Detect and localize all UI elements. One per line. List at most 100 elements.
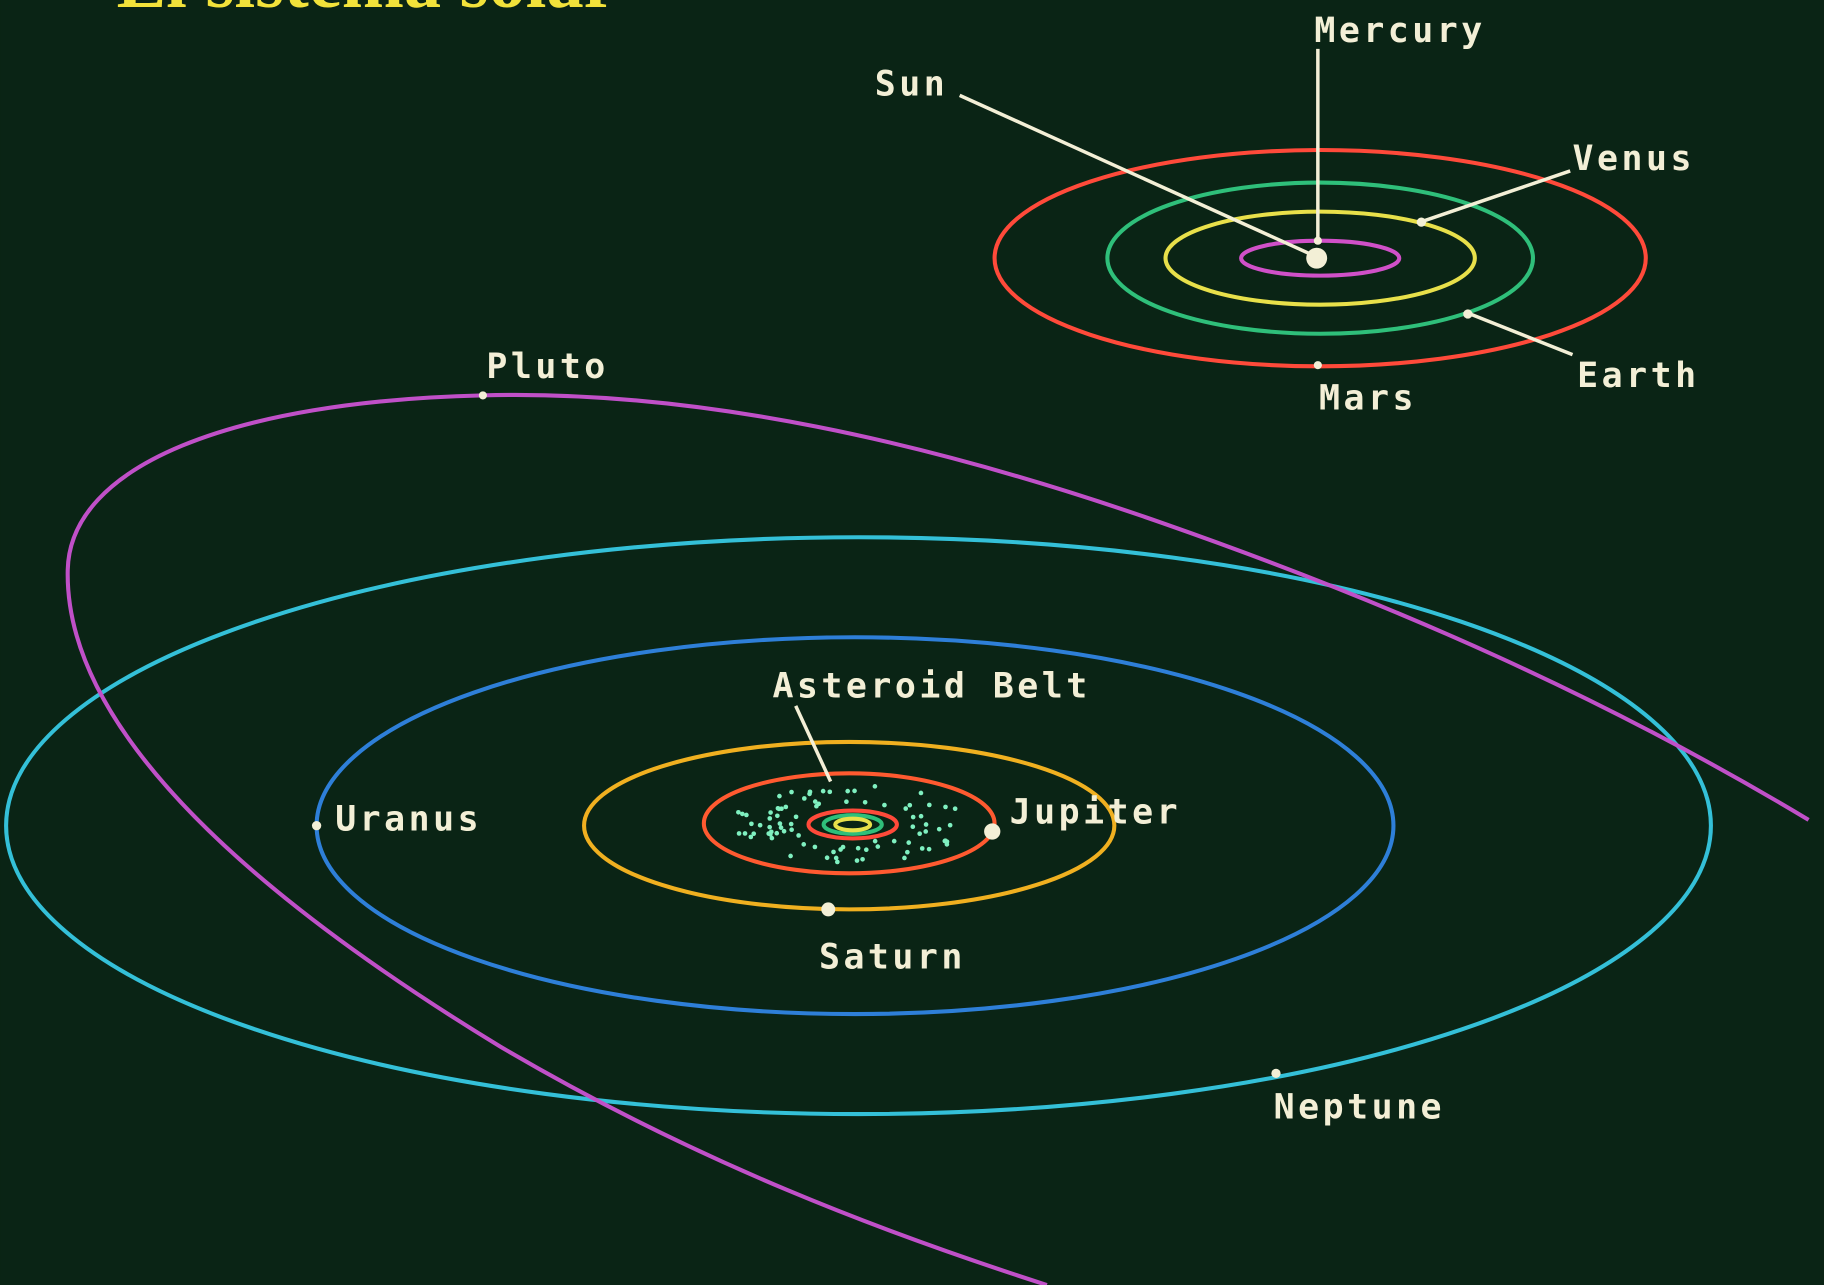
asteroid: [751, 831, 757, 837]
asteroid: [736, 809, 741, 815]
asteroid: [918, 813, 924, 819]
asteroid: [910, 814, 916, 820]
asteroid: [742, 831, 748, 836]
asteroid: [777, 821, 783, 826]
asteroid: [831, 849, 836, 855]
asteroid: [952, 806, 958, 812]
saturn: [821, 902, 836, 917]
asteroid: [767, 824, 772, 830]
mercury: [1313, 236, 1322, 245]
asteroid: [748, 834, 754, 840]
asteroid: [902, 855, 907, 861]
asteroid: [936, 826, 942, 832]
asteroid: [788, 821, 794, 827]
asteroid: [845, 788, 851, 794]
asteroid: [943, 804, 948, 810]
asteroid: [855, 845, 861, 851]
asteroid: [838, 847, 843, 852]
asteroid: [767, 816, 773, 821]
outer-system: Pluto Asteroid Belt Jupiter Uranus Satur…: [4, 347, 1810, 1285]
asteroid: [910, 824, 916, 830]
label: Neptune: [1274, 1088, 1445, 1128]
asteroid: [860, 856, 865, 862]
venus-leader: [1423, 169, 1571, 223]
earth-orbit: [1105, 180, 1536, 336]
asteroid: [854, 858, 860, 863]
sun: [1306, 247, 1328, 269]
asteroid: [789, 827, 794, 833]
asteroid: [827, 789, 833, 795]
asteroid: [777, 793, 782, 799]
earth-leader: [1469, 312, 1574, 357]
mars: [1313, 361, 1322, 370]
asteroid: [768, 810, 773, 815]
jupiter: [984, 823, 1001, 840]
asteroid: [778, 825, 784, 830]
label: Asteroid Belt: [772, 667, 1090, 707]
asteroid: [775, 813, 780, 819]
asteroid: [947, 822, 953, 828]
asteroid: [824, 855, 830, 861]
label: Sun: [875, 64, 948, 104]
asteroid: [862, 799, 868, 805]
asteroid: [852, 788, 857, 794]
asteroid: [872, 838, 878, 844]
label: Venus: [1573, 139, 1695, 179]
asteroid: [793, 814, 799, 820]
asteroid: [812, 844, 818, 850]
asteroid: [796, 833, 801, 838]
label: Jupiter: [1010, 792, 1181, 832]
asteroid: [923, 829, 929, 834]
label: Saturn: [819, 938, 966, 978]
asteroid: [740, 811, 745, 817]
uranus: [311, 821, 322, 831]
earth: [1463, 309, 1473, 319]
venus-orbit: [1163, 209, 1477, 307]
asteroid: [907, 802, 913, 808]
label: Pluto: [486, 347, 608, 387]
asteroid: [769, 835, 775, 841]
asteroid: [917, 831, 923, 837]
label: Mars: [1319, 378, 1417, 418]
asteroid: [927, 802, 932, 808]
mars-orbit-small: [806, 808, 899, 841]
earth-orbit-small: [821, 813, 884, 836]
asteroid: [943, 838, 948, 843]
asteroid: [768, 829, 774, 835]
asteroid: [919, 846, 925, 851]
asteroid: [781, 828, 787, 834]
asteroid: [749, 821, 754, 827]
neptune-orbit: [4, 535, 1713, 1117]
asteroid: [905, 849, 910, 855]
asteroid: [816, 801, 822, 807]
inner-system: Sun Mercury Venus Earth Mars: [875, 11, 1699, 418]
asteroid: [926, 846, 932, 852]
asteroid: [801, 796, 807, 801]
asteroid: [918, 790, 924, 796]
jupiter-orbit: [701, 771, 997, 876]
asteroid: [923, 822, 929, 827]
asteroid: [807, 789, 813, 795]
label: Earth: [1577, 356, 1699, 396]
asteroid: [903, 806, 909, 811]
asteroid: [744, 812, 749, 818]
asteroid: [757, 822, 763, 828]
asteroid: [891, 838, 897, 844]
asteroid: [844, 799, 849, 805]
label: Mercury: [1314, 11, 1485, 51]
asteroid: [775, 806, 781, 811]
venus-orbit-small: [833, 816, 873, 833]
asteroid: [801, 842, 807, 847]
asteroid: [944, 842, 950, 847]
neptune: [1271, 1068, 1281, 1079]
pluto: [478, 391, 487, 400]
asteroid: [788, 853, 793, 859]
asteroid: [789, 789, 794, 795]
asteroid: [875, 844, 881, 849]
asteroid: [774, 830, 780, 836]
asteroid: [820, 788, 826, 794]
asteroid: [906, 840, 912, 845]
